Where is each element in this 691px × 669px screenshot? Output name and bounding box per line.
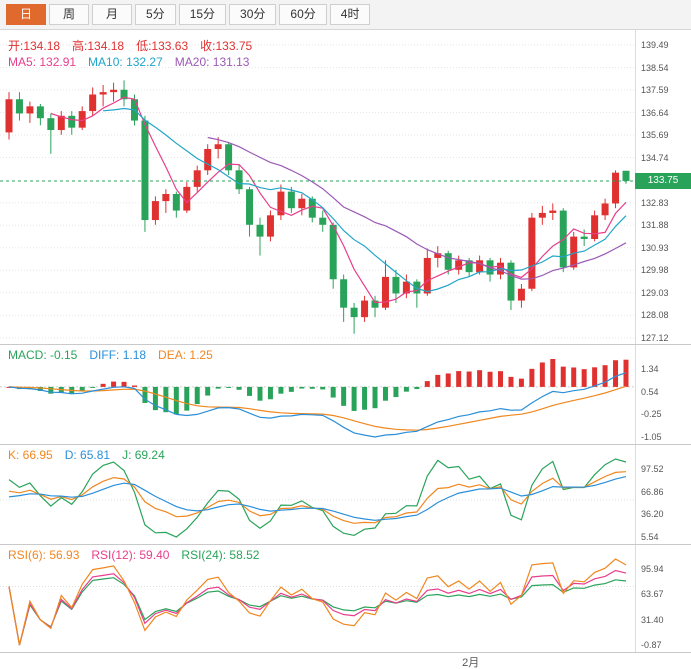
tab-week[interactable]: 周 xyxy=(49,4,89,25)
macd-legend: MACD: -0.15 DIFF: 1.18 DEA: 1.25 xyxy=(8,348,225,362)
rsi-panel: 95.94 63.67 31.40 -0.87 RSI(6): 56.93 RSI(12… xyxy=(0,545,691,653)
kdj-legend: K: 66.95 D: 65.81 J: 69.24 xyxy=(8,448,177,462)
axis-tick: 1.34 xyxy=(641,364,659,374)
macd-panel: 1.34 0.54 -0.25 -1.05 MACD: -0.15 DIFF: 1.18… xyxy=(0,345,691,445)
legend-item: RSI(12): 59.40 xyxy=(91,548,170,562)
legend-item: RSI(24): 58.52 xyxy=(181,548,260,562)
legend-item: K: 66.95 xyxy=(8,448,53,462)
tab-30min[interactable]: 30分 xyxy=(229,4,277,25)
axis-tick: 36.20 xyxy=(641,509,664,520)
legend-item: D: 65.81 xyxy=(64,448,111,462)
price-tick: 128.08 xyxy=(641,310,669,321)
ma-legend: MA5: 132.91 MA10: 132.27 MA20: 131.13 xyxy=(8,55,261,69)
legend-item: 开:134.18 xyxy=(8,39,61,53)
legend-item: DEA: 1.25 xyxy=(158,348,213,362)
main-chart-panel: 139.49 138.54 137.59 136.64 135.69 134.74 132.… xyxy=(0,30,691,345)
axis-tick: -0.87 xyxy=(641,640,662,650)
rsi-axis: 95.94 63.67 31.40 -0.87 xyxy=(635,545,691,652)
axis-tick: 0.54 xyxy=(641,386,659,397)
month-label: 2月 xyxy=(462,657,480,669)
rsi-legend: RSI(6): 56.93 RSI(12): 59.40 RSI(24): 58.5… xyxy=(8,548,271,562)
axis-tick: 95.94 xyxy=(641,564,664,574)
price-tick: 131.88 xyxy=(641,220,669,231)
legend-item: 高:134.18 xyxy=(72,39,125,53)
tab-day[interactable]: 日 xyxy=(6,4,46,25)
kdj-plot[interactable] xyxy=(0,445,635,545)
macd-plot[interactable] xyxy=(0,345,635,445)
price-tick: 132.83 xyxy=(641,197,669,208)
price-tick: 127.12 xyxy=(641,333,669,343)
legend-item: MA5: 132.91 xyxy=(8,55,77,69)
price-tick: 135.69 xyxy=(641,130,669,140)
price-tick: 129.98 xyxy=(641,265,669,276)
price-tick: 136.64 xyxy=(641,107,669,118)
legend-item: MA20: 131.13 xyxy=(174,55,250,69)
tab-month[interactable]: 月 xyxy=(92,4,132,25)
tab-5min[interactable]: 5分 xyxy=(135,4,176,25)
rsi-plot[interactable] xyxy=(0,545,635,653)
kdj-panel: 97.52 66.86 36.20 5.54 K: 66.95 D: 65.81 J: 6… xyxy=(0,445,691,545)
legend-item: 低:133.63 xyxy=(136,39,189,53)
legend-item: 收:133.75 xyxy=(200,39,253,53)
tab-4hour[interactable]: 4时 xyxy=(329,4,371,25)
axis-tick: 5.54 xyxy=(641,532,659,542)
axis-tick: 63.67 xyxy=(641,589,664,600)
price-tick: 139.49 xyxy=(641,40,669,50)
kdj-axis: 97.52 66.86 36.20 5.54 xyxy=(635,445,691,544)
legend-item: J: 69.24 xyxy=(122,448,165,462)
legend-item: DIFF: 1.18 xyxy=(89,348,147,362)
macd-axis: 1.34 0.54 -0.25 -1.05 xyxy=(635,345,691,444)
candlestick-plot[interactable] xyxy=(0,30,635,345)
legend-item: MACD: -0.15 xyxy=(8,348,78,362)
legend-item: RSI(6): 56.93 xyxy=(8,548,80,562)
price-tick: 129.03 xyxy=(641,287,669,298)
price-tick: 134.74 xyxy=(641,152,669,163)
legend-item: MA10: 132.27 xyxy=(88,55,163,69)
axis-tick: -0.25 xyxy=(641,409,662,420)
axis-tick: 97.52 xyxy=(641,464,664,474)
ohlc-quote: 开:134.18 高:134.18 低:133.63 收:133.75 xyxy=(8,37,264,54)
tab-15min[interactable]: 15分 xyxy=(178,4,227,25)
axis-tick: -1.05 xyxy=(641,432,662,442)
last-price-badge: 133.75 xyxy=(635,172,691,189)
price-tick: 130.93 xyxy=(641,242,669,253)
time-axis: 2月 xyxy=(0,653,691,669)
tab-60min[interactable]: 60分 xyxy=(279,4,327,25)
axis-tick: 31.40 xyxy=(641,614,664,625)
toolbar-tabs: 日周月 5分 15分 30分 60分 4时 xyxy=(6,4,371,25)
timeframe-toolbar: 日周月 5分 15分 30分 60分 4时 xyxy=(0,0,691,30)
price-tick: 138.54 xyxy=(641,62,669,73)
price-tick: 137.59 xyxy=(641,85,669,95)
axis-tick: 66.86 xyxy=(641,486,664,497)
